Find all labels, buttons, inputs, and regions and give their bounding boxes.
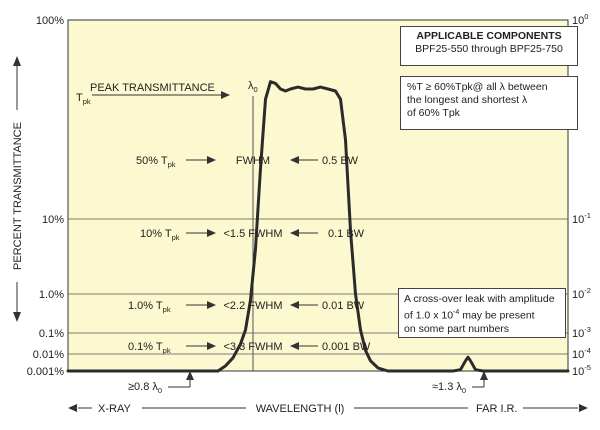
row-left-label: 0.1% Tpk [128, 341, 171, 355]
tpk-label: Tpk [76, 92, 91, 106]
row-left-label: 1.0% Tpk [128, 300, 171, 314]
row-right-label: 0.01 BW [322, 300, 365, 312]
y-tick-left-label: 1.0% [39, 289, 64, 301]
x-axis: X-RAY WAVELENGTH (l) FAR I.R. [68, 403, 588, 415]
crossover-line2-b: may be present [459, 309, 535, 322]
transmittance-spec-line3: of 60% Tpk [407, 107, 460, 119]
y-tick-right-label: 10-5 [572, 363, 591, 378]
x-left-region-label: X-RAY [98, 403, 131, 415]
y-axis-title-group: PERCENT TRANSMITTANCE [12, 56, 24, 322]
row-left-label: 50% Tpk [136, 155, 176, 169]
transmittance-spec-line2: the longest and shortest λ [407, 94, 528, 106]
crossover-line2-a: of 1.0 x 10 [404, 309, 454, 322]
y-tick-left-label: 0.001% [27, 366, 65, 378]
crossover-leak-box: A cross-over leak with amplitude of 1.0 … [398, 288, 566, 338]
applicable-components-box: APPLICABLE COMPONENTS BPF25-550 through … [400, 26, 578, 66]
row-mid-label: <3.3 FWHM [224, 341, 283, 353]
crossover-line2-exp: -4 [453, 309, 460, 316]
y-axis-left-ticks: 100% 10% 1.0% 0.1% 0.01% 0.001% [27, 15, 65, 378]
crossover-line1: A cross-over leak with amplitude [404, 293, 555, 305]
transmittance-spec-line1: %T ≥ 60%Tpk@ all λ between [407, 81, 548, 93]
y-tick-right-label: 10-3 [572, 325, 591, 340]
y-tick-right-label: 10-2 [572, 286, 591, 301]
y-tick-left-label: 0.01% [33, 349, 64, 361]
y-tick-right-label: 10-1 [572, 211, 591, 226]
applicable-components-range: BPF25-550 through BPF25-750 [415, 43, 563, 55]
crossover-line2: of 1.0 x 10-4 may be present [404, 306, 560, 323]
x-right-region-label: FAR I.R. [476, 403, 518, 415]
bottom-left-label: ≥0.8 λ0 [128, 381, 162, 395]
row-left-label: 10% Tpk [140, 228, 180, 242]
transmittance-spec-box: %T ≥ 60%Tpk@ all λ between the longest a… [400, 76, 578, 130]
y-tick-left-label: 100% [36, 15, 64, 27]
y-axis-title: PERCENT TRANSMITTANCE [12, 122, 24, 270]
y-axis-right-ticks: 100 10-1 10-2 10-3 10-4 10-5 [572, 12, 591, 378]
applicable-components-title: APPLICABLE COMPONENTS [416, 30, 562, 42]
y-tick-left-label: 10% [42, 214, 64, 226]
row-right-label: 0.5 BW [322, 155, 359, 167]
row-mid-label: FWHM [236, 155, 270, 167]
y-tick-left-label: 0.1% [39, 328, 64, 340]
lambda0-label: λ0 [248, 80, 258, 94]
row-mid-label: <1.5 FWHM [224, 228, 283, 240]
crossover-line3: on some part numbers [404, 322, 510, 335]
row-mid-label: <2.2 FWHM [224, 300, 283, 312]
row-right-label: 0.001 BW [322, 341, 371, 353]
y-tick-right-label: 100 [572, 12, 588, 27]
x-axis-title: WAVELENGTH (l) [256, 403, 345, 415]
transmittance-curve [66, 80, 570, 373]
row-right-label: 0.1 BW [328, 228, 365, 240]
peak-transmittance-label: PEAK TRANSMITTANCE [90, 82, 215, 94]
y-tick-right-label: 10-4 [572, 346, 591, 361]
bottom-right-label: ≈1.3 λ0 [432, 381, 466, 395]
